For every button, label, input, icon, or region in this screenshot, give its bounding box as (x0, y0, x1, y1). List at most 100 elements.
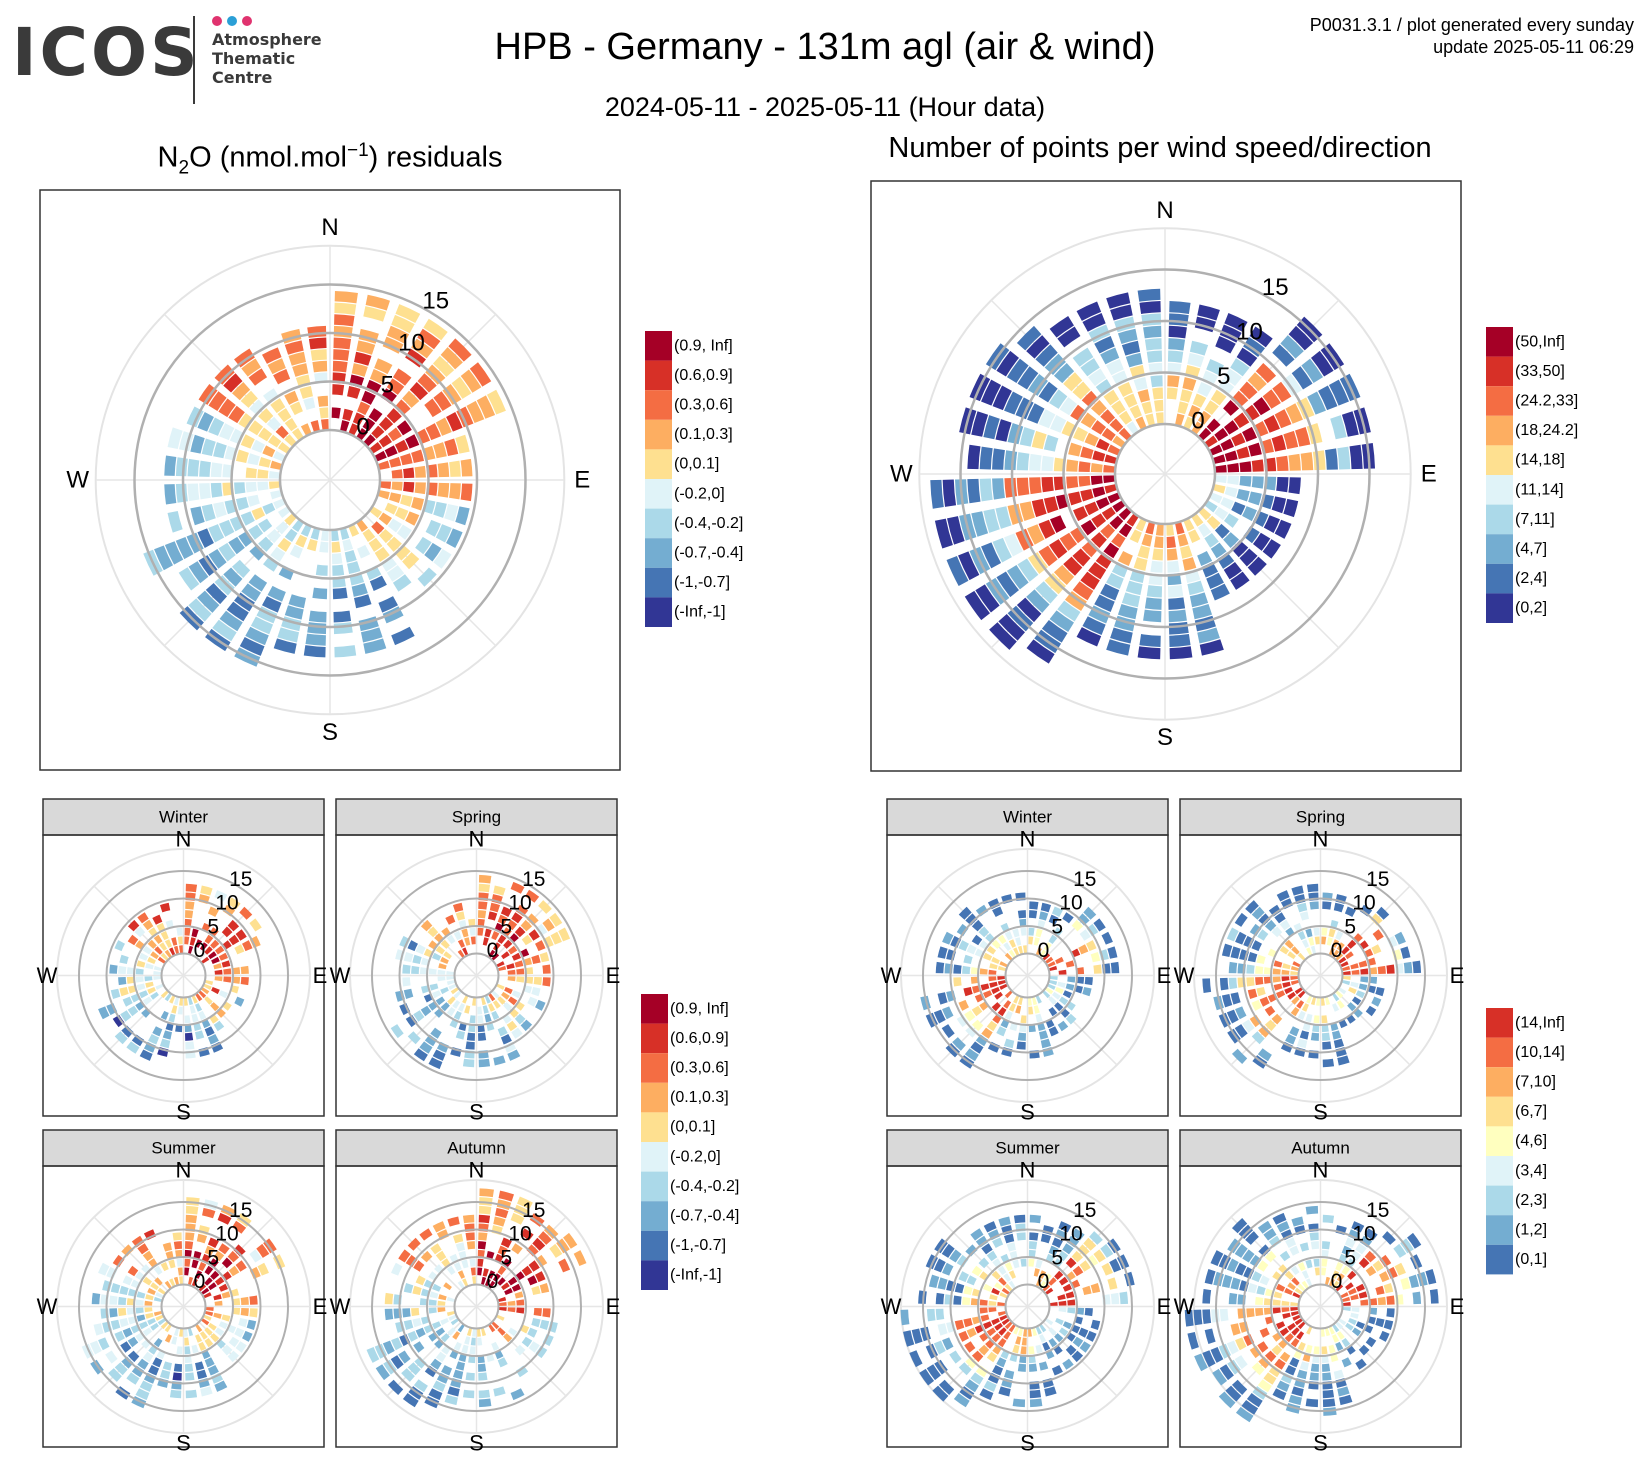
heatmap-cell (964, 1379, 979, 1393)
heatmap-cell (462, 1389, 475, 1399)
heatmap-cell (1301, 939, 1309, 948)
heatmap-cell (387, 427, 402, 442)
heatmap-cell (1121, 340, 1141, 356)
heatmap-cell (1214, 506, 1229, 521)
heatmap-cell (1370, 913, 1383, 926)
heatmap-cell (435, 996, 446, 1006)
heatmap-cell (219, 610, 243, 632)
heatmap-cell (1177, 401, 1189, 415)
heatmap-cell (1094, 594, 1115, 612)
heatmap-cell (185, 910, 194, 919)
heatmap-cell (983, 415, 1000, 440)
heatmap-cell (1028, 927, 1035, 936)
heatmap-cell (446, 971, 455, 975)
heatmap-cell (947, 516, 965, 545)
radial-grid-ring (78, 1201, 289, 1412)
heatmap-cell (240, 511, 255, 526)
heatmap-cell (173, 945, 179, 955)
heatmap-cell (524, 967, 534, 975)
residuals-seasonal-legend: (0.9, Inf](0.6,0.9](0.3,0.6](0.1,0.3](0,… (641, 994, 739, 1290)
heatmap-cell (231, 976, 241, 984)
heatmap-cell (239, 636, 265, 656)
heatmap-cell (1104, 484, 1118, 494)
heatmap-cell (428, 968, 437, 975)
heatmap-cell (207, 1034, 219, 1045)
heatmap-cell (1309, 1232, 1319, 1241)
legend-swatch (1486, 1185, 1513, 1216)
heatmap-cell (199, 483, 211, 500)
heatmap-cell (488, 993, 496, 1002)
heatmap-cell (1276, 455, 1289, 472)
heatmap-cell (1355, 1243, 1367, 1255)
heatmap-cell (415, 1275, 426, 1286)
heatmap-cell (1133, 557, 1148, 571)
radial-grid-ring (977, 1256, 1078, 1357)
heatmap-cell (930, 479, 944, 509)
heatmap-cell (333, 325, 353, 338)
legend-swatch (641, 1053, 668, 1083)
heatmap-cell (201, 1287, 210, 1295)
heatmap-cell (175, 483, 188, 503)
compass-label-e: E (1157, 963, 1172, 988)
heatmap-cell (1280, 1041, 1293, 1053)
heatmap-cell (1038, 545, 1058, 567)
heatmap-cell (139, 1049, 153, 1061)
heatmap-cell (234, 944, 245, 955)
heatmap-cell (1004, 1321, 1013, 1330)
heatmap-cell (211, 987, 220, 995)
heatmap-cell (1049, 389, 1068, 409)
heatmap-cell (1066, 1235, 1080, 1248)
heatmap-cell (425, 364, 446, 385)
heatmap-cell (1314, 936, 1320, 945)
heatmap-cell (1313, 1346, 1320, 1355)
legend-label: (2,4] (1515, 570, 1547, 587)
heatmap-cell (1072, 548, 1091, 567)
heatmap-cell (394, 399, 411, 416)
heatmap-cell (986, 945, 997, 955)
heatmap-cell (1341, 1245, 1352, 1256)
heatmap-cell (110, 1319, 121, 1331)
logo-line: Atmosphere (212, 30, 322, 49)
heatmap-cell (1281, 373, 1302, 396)
heatmap-cell (378, 512, 392, 526)
heatmap-cell (942, 1262, 954, 1276)
heatmap-cell (204, 1026, 215, 1037)
heatmap-cell (1308, 937, 1315, 946)
legend-swatch (645, 567, 672, 598)
heatmap-cell (542, 918, 555, 932)
heatmap-cell (482, 937, 489, 946)
heatmap-cell (1376, 906, 1390, 920)
heatmap-cell (147, 956, 156, 964)
legend-label: (18,24.2] (1515, 422, 1578, 439)
heatmap-cell (1259, 1275, 1270, 1286)
facet-strip-label: Summer (995, 1139, 1060, 1158)
heatmap-cell (214, 1300, 223, 1306)
compass-label-s: S (176, 1100, 191, 1125)
heatmap-cell (1090, 1319, 1101, 1331)
heatmap-cell (1263, 1228, 1277, 1241)
heatmap-cell (986, 1327, 997, 1337)
heatmap-cell (1150, 375, 1163, 388)
heatmap-cell (164, 939, 172, 948)
heatmap-cell (1058, 996, 1069, 1006)
heatmap-cell (1167, 585, 1184, 598)
heatmap-cell (457, 939, 465, 948)
heatmap-cell (401, 1368, 415, 1382)
heatmap-cell (491, 1321, 500, 1330)
heatmap-cell (414, 1356, 427, 1369)
heatmap-cell (1048, 934, 1058, 945)
heatmap-cell (952, 1037, 966, 1051)
heatmap-cell (1350, 1250, 1362, 1262)
legend-label: (-1,-0.7] (670, 1237, 726, 1254)
logo-dot (242, 16, 252, 26)
heatmap-cell (164, 1324, 172, 1333)
heatmap-cell (1080, 489, 1094, 502)
legend-label: (0,1] (1515, 1251, 1547, 1268)
heatmap-cell (1058, 1221, 1072, 1233)
heatmap-cell (1045, 1287, 1054, 1295)
heatmap-cell (429, 983, 439, 991)
heatmap-cell (120, 1010, 132, 1022)
heatmap-cell (241, 583, 261, 602)
heatmap-cell (1251, 906, 1265, 920)
heatmap-cell (1268, 1235, 1282, 1248)
